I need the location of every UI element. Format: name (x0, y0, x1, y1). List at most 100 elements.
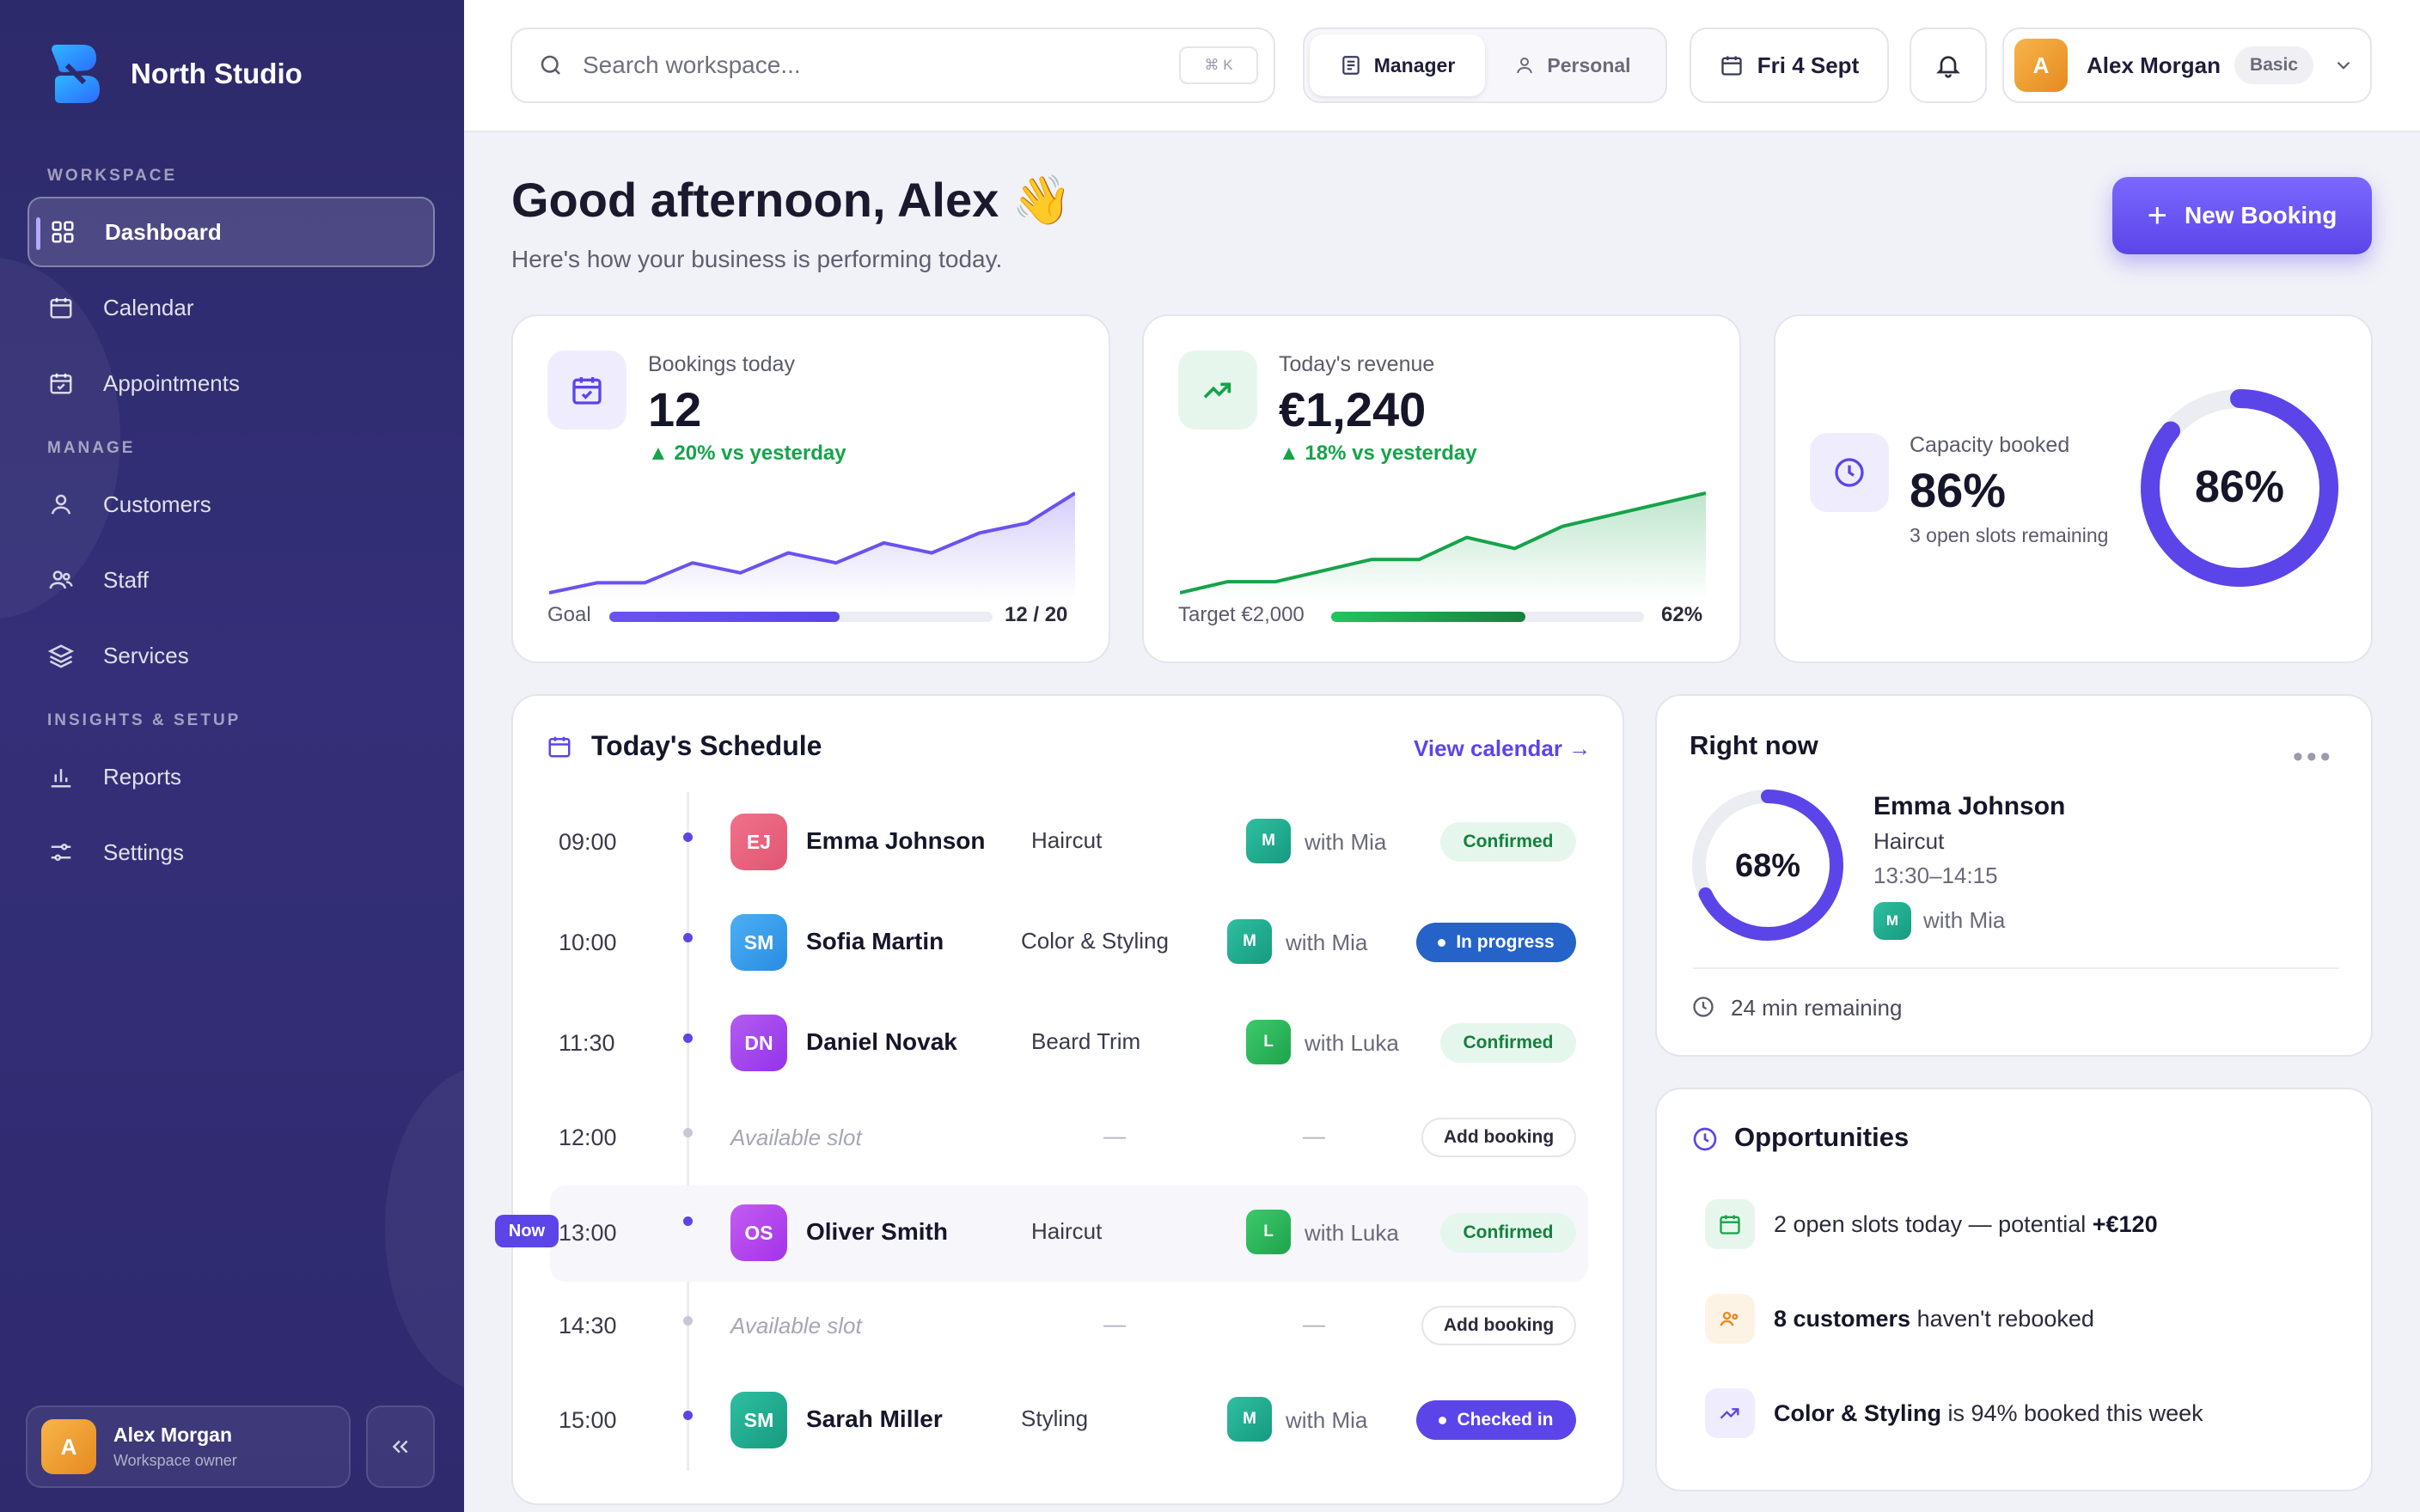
timeline-dot (683, 1033, 693, 1043)
empty-staff: — (1303, 1123, 1325, 1149)
sidebar-item-label: Staff (103, 566, 150, 593)
nav-section-workspace: WORKSPACE (47, 167, 178, 185)
schedule-row[interactable]: 15:00 SM Sarah Miller Styling M with Mia… (550, 1375, 1588, 1467)
stat-change: ▲ 20% vs yesterday (648, 442, 846, 465)
session-progress-ring: 68% (1692, 790, 1843, 941)
row-time: 15:00 (559, 1407, 617, 1433)
target-progress-bar (1331, 612, 1644, 622)
row-time: 11:30 (559, 1030, 615, 1056)
add-booking-button[interactable]: Add booking (1421, 1118, 1576, 1157)
avatar: A (41, 1419, 96, 1474)
stat-label: Today's revenue (1279, 352, 1435, 376)
search-shortcut: ⌘ K (1179, 46, 1258, 84)
notifications-button[interactable] (1910, 27, 1987, 103)
goal-value: 12 / 20 (1005, 603, 1068, 626)
goal-progress-fill (609, 612, 840, 622)
search-input[interactable]: Search workspace... ⌘ K (510, 27, 1275, 103)
add-booking-button[interactable]: Add booking (1421, 1306, 1576, 1345)
sidebar-item-label: Appointments (103, 369, 240, 396)
row-time: 14:30 (559, 1313, 617, 1338)
new-booking-label: New Booking (2185, 202, 2338, 229)
service-name: Styling (1021, 1405, 1089, 1431)
staff-avatar: M (1873, 902, 1911, 940)
service-name: Color & Styling (1021, 928, 1169, 954)
sidebar-item-settings[interactable]: Settings (28, 817, 435, 887)
more-options-icon[interactable]: ••• (2293, 741, 2334, 773)
target-label: Target €2,000 (1178, 603, 1305, 626)
schedule-row-current[interactable]: 13:00 OS Oliver Smith Haircut L with Luk… (550, 1186, 1588, 1282)
search-placeholder: Search workspace... (583, 52, 801, 78)
users-icon (46, 565, 76, 594)
staff-name: with Mia (1286, 1407, 1368, 1433)
nav-section-manage: MANAGE (47, 439, 136, 457)
user-name: Alex Morgan (2087, 52, 2221, 78)
sidebar-item-services[interactable]: Services (28, 620, 435, 691)
view-calendar-link[interactable]: View calendar → (1414, 735, 1592, 761)
customer-name: Daniel Novak (806, 1028, 957, 1055)
schedule-row[interactable]: 10:00 SM Sofia Martin Color & Styling M … (550, 897, 1588, 990)
current-staff: with Mia (1923, 907, 2006, 933)
customer-name: Oliver Smith (806, 1218, 948, 1245)
calendar-check-icon (46, 369, 76, 398)
revenue-card: Today's revenue €1,240 ▲ 18% vs yesterda… (1142, 314, 1741, 663)
user-icon (1514, 55, 1535, 76)
schedule-row[interactable]: 09:00 EJ Emma Johnson Haircut M with Mia… (550, 796, 1588, 889)
opportunity-highlight: +€120 (2092, 1211, 2158, 1237)
brand-logo[interactable]: North Studio (48, 45, 302, 103)
staff-name: with Luka (1305, 1030, 1399, 1056)
target-progress-fill (1331, 612, 1525, 622)
nav-section-insights: INSIGHTS & SETUP (47, 711, 241, 729)
mode-personal-label: Personal (1547, 53, 1631, 76)
opportunity-text: is 94% booked this week (1941, 1400, 2203, 1426)
status-dot (1438, 938, 1446, 947)
decorative-orb (385, 1065, 464, 1392)
bookings-sparkline (549, 491, 1075, 600)
plan-badge: Basic (2234, 46, 2314, 84)
grid-icon (48, 217, 77, 247)
sidebar-item-reports[interactable]: Reports (28, 741, 435, 812)
mode-personal-button[interactable]: Personal (1485, 34, 1660, 96)
bar-chart-icon (46, 762, 76, 791)
mode-manager-button[interactable]: Manager (1310, 34, 1485, 96)
status-dot (1439, 1416, 1447, 1424)
sidebar-item-customers[interactable]: Customers (28, 469, 435, 540)
user-menu-button[interactable]: A Alex Morgan Basic (2002, 27, 2372, 103)
sidebar-item-appointments[interactable]: Appointments (28, 348, 435, 418)
schedule-card (511, 694, 1624, 1505)
right-now-title: Right now (1690, 730, 1818, 760)
capacity-card: Capacity booked 86% 3 open slots remaini… (1774, 314, 2373, 663)
current-service: Haircut (1873, 828, 1945, 854)
customer-name: Emma Johnson (806, 827, 986, 854)
sparkline-line (1180, 491, 1706, 594)
customer-name: Sarah Miller (806, 1405, 943, 1432)
schedule-row[interactable]: 11:30 DN Daniel Novak Beard Trim L with … (550, 997, 1588, 1090)
sidebar-item-calendar[interactable]: Calendar (28, 272, 435, 343)
brand-name: North Studio (131, 58, 302, 89)
calendar-icon (46, 293, 76, 322)
session-progress-label: 68% (1735, 848, 1800, 884)
time-remaining: 24 min remaining (1731, 995, 1903, 1021)
layers-icon (46, 641, 76, 670)
sidebar-user-card[interactable]: A Alex Morgan Workspace owner (26, 1405, 351, 1488)
collapse-sidebar-button[interactable] (366, 1405, 435, 1488)
stat-value: 12 (648, 382, 702, 436)
status-label: In progress (1456, 932, 1555, 952)
pie-chart-icon (1810, 433, 1889, 512)
service-name: Beard Trim (1031, 1028, 1141, 1054)
date-picker-button[interactable]: Fri 4 Sept (1690, 27, 1889, 103)
stat-label: Capacity booked (1910, 433, 2070, 457)
timeline-dot (683, 1216, 693, 1226)
top-bar: Search workspace... ⌘ K Manager Personal… (464, 0, 2420, 132)
staff-avatar: M (1227, 1397, 1272, 1442)
opportunities-title: Opportunities (1734, 1122, 1910, 1152)
opportunity-item[interactable]: 8 customers haven't rebooked (1774, 1306, 2094, 1332)
new-booking-button[interactable]: + New Booking (2112, 177, 2372, 254)
opportunity-item[interactable]: Color & Styling is 94% booked this week (1774, 1400, 2203, 1427)
row-time: 13:00 (559, 1220, 617, 1246)
avatar: A (2014, 39, 2068, 92)
sidebar-item-dashboard[interactable]: Dashboard (28, 197, 435, 267)
sidebar-item-staff[interactable]: Staff (28, 545, 435, 615)
empty-staff: — (1303, 1311, 1325, 1337)
opportunity-item[interactable]: 2 open slots today — potential +€120 (1774, 1211, 2158, 1238)
calendar-icon (1705, 1199, 1755, 1249)
